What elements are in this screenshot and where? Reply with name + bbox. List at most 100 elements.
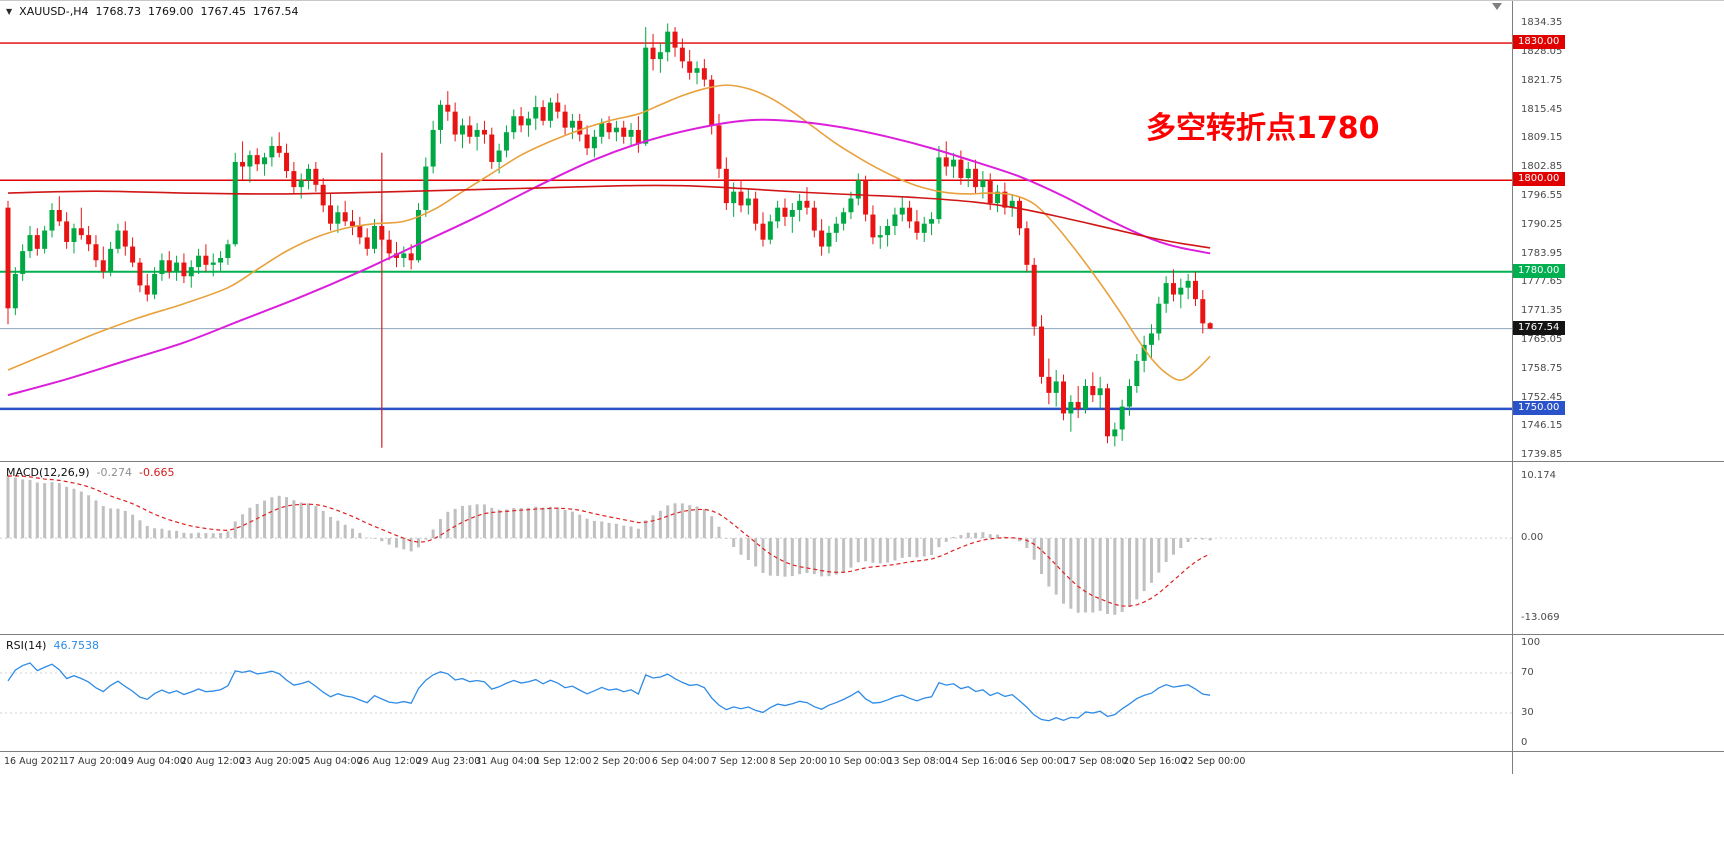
candle-body — [1075, 402, 1081, 409]
current-price-tag: 1767.54 — [1513, 320, 1565, 335]
candle-body — [716, 125, 722, 169]
macd-value-main: -0.274 — [96, 466, 133, 479]
candle-body — [1039, 326, 1045, 377]
candle-body — [1024, 228, 1030, 265]
candle-body — [606, 123, 612, 133]
candle-body — [379, 225, 385, 240]
candle-body — [995, 191, 1001, 204]
candle-body — [870, 214, 876, 238]
candle-body — [188, 267, 194, 277]
candle-body — [496, 150, 502, 162]
candle-body — [115, 230, 121, 249]
price-axis-label: 1752.45 — [1521, 391, 1563, 403]
candle-body — [577, 120, 583, 135]
candle-body — [1170, 283, 1176, 295]
candle-body — [1031, 264, 1037, 327]
rsi-panel[interactable]: RSI(14) 46.7538 — [0, 635, 1512, 751]
candle-body — [569, 120, 575, 128]
price-axis-label: 1758.75 — [1521, 362, 1563, 374]
main-chart-panel[interactable]: ▼ XAUUSD-,H4 1768.73 1769.00 1767.45 176… — [0, 1, 1512, 461]
candle-body — [1090, 386, 1096, 396]
macd-row: MACD(12,26,9) -0.274 -0.665 10.174 0.00 -1… — [0, 462, 1724, 634]
rsi-axis[interactable]: 100 70 30 0 — [1512, 635, 1724, 751]
candle-body — [1053, 381, 1059, 393]
candle-body — [423, 166, 429, 210]
candle-body — [650, 47, 656, 60]
rsi-axis-label: 30 — [1521, 707, 1534, 718]
time-axis[interactable]: 16 Aug 2021 17 Aug 20:00 19 Aug 04:00 20 Au… — [0, 752, 1512, 774]
candle-body — [137, 262, 143, 286]
macd-name: MACD(12,26,9) — [6, 466, 90, 479]
candle-body — [929, 219, 935, 224]
ohlc-close: 1767.54 — [253, 5, 299, 18]
candle-body — [1105, 388, 1110, 437]
candle-body — [225, 244, 231, 258]
candle-body — [298, 180, 304, 188]
time-axis-label: 16 Aug 2021 — [4, 756, 65, 767]
candle-body — [841, 212, 847, 224]
candle-body — [643, 47, 649, 144]
candle-body — [892, 214, 898, 226]
candle-body — [364, 237, 370, 249]
candle-body — [1156, 303, 1162, 334]
price-axis-label: 1834.35 — [1521, 17, 1563, 29]
candle-body — [1134, 360, 1140, 387]
candle-body — [284, 152, 290, 172]
macd-panel[interactable]: MACD(12,26,9) -0.274 -0.665 — [0, 462, 1512, 634]
time-axis-label: 8 Sep 20:00 — [769, 756, 828, 767]
panel-separator[interactable] — [0, 461, 1724, 462]
candle-body — [203, 255, 209, 265]
candle-body — [1185, 280, 1191, 288]
time-axis-label: 2 Sep 20:00 — [593, 756, 651, 767]
candle-body — [313, 168, 319, 185]
one-click-trading-icon[interactable]: ▼ — [6, 6, 13, 16]
candle-body — [833, 223, 839, 233]
candle-body — [335, 212, 341, 224]
candle-body — [49, 209, 55, 231]
rsi-name: RSI(14) — [6, 639, 47, 652]
candle-body — [174, 262, 180, 272]
main-chart-row: ▼ XAUUSD-,H4 1768.73 1769.00 1767.45 176… — [0, 1, 1724, 461]
panel-separator[interactable] — [0, 634, 1724, 635]
panel-separator[interactable] — [0, 751, 1724, 752]
time-axis-label: 10 Sep 00:00 — [828, 756, 893, 767]
candle-body — [27, 235, 33, 252]
candle-body — [679, 47, 685, 62]
candle-body — [584, 134, 590, 149]
candle-body — [71, 228, 77, 242]
candle-body — [804, 200, 810, 208]
price-axis-label: 1815.45 — [1521, 103, 1563, 115]
candle-body — [1163, 283, 1169, 304]
candle-body — [745, 198, 751, 206]
price-axis[interactable]: 1834.35 1828.05 1821.75 1815.45 1809.15 1802.… — [1512, 1, 1724, 461]
candle-body — [1068, 402, 1074, 414]
candle-body — [459, 125, 465, 135]
symbol-timeframe: XAUUSD-,H4 — [19, 5, 89, 18]
candle-body — [210, 262, 216, 265]
rsi-label: RSI(14) 46.7538 — [6, 639, 99, 652]
candle-body — [848, 198, 854, 213]
candle-body — [1046, 376, 1052, 393]
chart-shift-marker[interactable] — [1492, 3, 1502, 10]
candle-body — [826, 232, 832, 247]
candle-body — [613, 127, 619, 133]
candle-body — [474, 129, 480, 137]
candle-body — [738, 191, 744, 206]
candle-body — [181, 262, 187, 277]
price-axis-label: 1739.85 — [1521, 449, 1563, 461]
candle-body — [1017, 200, 1023, 229]
candle-body — [511, 116, 517, 133]
candle-body — [1141, 344, 1147, 361]
candle-body — [628, 129, 634, 137]
annotation-text: 多空转折点1780 — [1146, 111, 1380, 146]
candle-body — [855, 180, 861, 199]
candle-body — [93, 244, 99, 261]
candle-body — [306, 168, 312, 181]
macd-axis[interactable]: 10.174 0.00 -13.069 — [1512, 462, 1724, 634]
candle-body — [819, 230, 825, 247]
candle-body — [108, 248, 114, 272]
time-axis-corner — [1512, 752, 1724, 774]
candle-body — [760, 223, 766, 240]
candle-body — [269, 145, 275, 158]
